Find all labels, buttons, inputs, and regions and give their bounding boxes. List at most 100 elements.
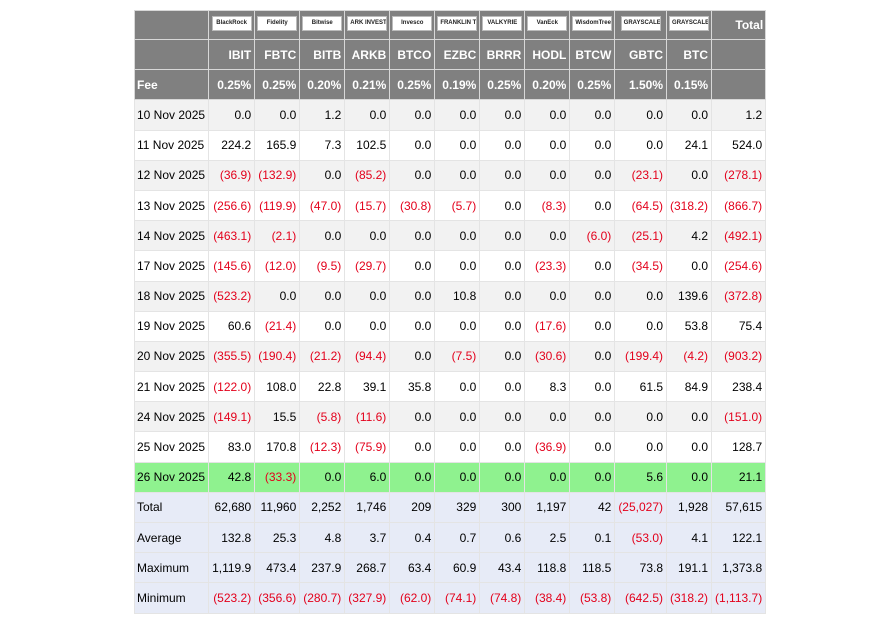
issuer-logo: VALKYRIE [482,16,523,31]
fee-value: 0.25% [254,69,301,101]
flow-value: (190.4) [254,340,301,373]
summary-value: (74.8) [479,582,526,614]
flow-value: 0.0 [208,99,256,131]
flow-value: 0.0 [299,461,346,493]
flow-value: 102.5 [344,129,391,161]
flow-value: 0.0 [389,250,436,282]
table-body: BlackRock Fidelity Bitwise ARK INVEST Invesc… [133,10,767,614]
summary-value: 1,373.8 [711,552,767,584]
flow-value: 0.0 [389,431,436,463]
flow-value: 21.1 [711,461,767,493]
flow-value: 108.0 [254,371,301,403]
flow-value: 53.8 [666,310,713,342]
flow-value: 83.0 [208,431,256,463]
table-row: 18 Nov 2025 (523.2) 0.0 0.0 0.0 0.0 10.8 0.0 0.0… [133,280,767,312]
flow-value: 84.9 [666,371,713,403]
ticker: BRRR [479,38,526,71]
summary-value: 3.7 [344,521,391,554]
table-row: 26 Nov 2025 42.8 (33.3) 0.0 6.0 0.0 0.0 0.0 0.0 0… [133,461,767,493]
flow-value: 0.0 [434,461,481,493]
flow-value: 0.0 [524,280,571,312]
fee-value: 0.15% [666,69,713,101]
flow-value: (23.1) [614,159,668,191]
summary-value: (53.8) [569,582,616,614]
flow-value: 0.0 [344,220,391,252]
date-cell: 14 Nov 2025 [133,220,210,252]
date-cell: 12 Nov 2025 [133,159,210,191]
summary-value: (25,027) [614,491,668,524]
flow-value: 170.8 [254,431,301,463]
flow-value: 0.0 [479,340,526,373]
date-cell: 25 Nov 2025 [133,431,210,463]
flow-value: 0.0 [524,220,571,252]
summary-value: (1,113.7) [711,582,767,614]
logo-cell: WisdomTree [569,10,616,40]
corner-cell [133,10,210,40]
summary-value: 118.8 [524,552,571,584]
summary-label: Average [133,521,210,554]
etf-flows-table: BlackRock Fidelity Bitwise ARK INVEST Invesc… [133,10,767,614]
flow-value: 7.3 [299,129,346,161]
flow-value: 0.0 [614,401,668,433]
issuer-logo: Invesco [392,16,433,31]
flow-value: 0.0 [344,310,391,342]
flow-value: (463.1) [208,220,256,252]
fee-value: 0.25% [208,69,256,101]
blank-cell [711,38,767,71]
summary-value: 42 [569,491,616,524]
summary-value: (642.5) [614,582,668,614]
flow-value: 42.8 [208,461,256,493]
flow-value: 0.0 [434,250,481,282]
flow-value: (355.5) [208,340,256,373]
summary-value: 118.5 [569,552,616,584]
flow-value: (25.1) [614,220,668,252]
flow-value: (372.8) [711,280,767,312]
flow-value: (36.9) [208,159,256,191]
fee-value: 0.19% [434,69,481,101]
flow-value: 524.0 [711,129,767,161]
flow-value: 0.0 [479,159,526,191]
logo-cell: Invesco [389,10,436,40]
flow-value: 0.0 [666,99,713,131]
date-cell: 21 Nov 2025 [133,371,210,403]
flow-value: (23.3) [524,250,571,282]
summary-value: (318.2) [666,582,713,614]
flow-value: 61.5 [614,371,668,403]
flow-value: 0.0 [524,401,571,433]
flow-value: 224.2 [208,129,256,161]
flow-value: 0.0 [479,129,526,161]
flow-value: 0.0 [389,340,436,373]
flow-value: (866.7) [711,189,767,222]
flow-value: 0.0 [299,310,346,342]
date-cell: 24 Nov 2025 [133,401,210,433]
flows-table-container: BlackRock Fidelity Bitwise ARK INVEST Invesc… [133,10,767,614]
flow-value: 0.0 [299,280,346,312]
table-row: Minimum (523.2) (356.6) (280.7) (327.9) (62.0… [133,582,767,614]
flow-value: 0.0 [389,99,436,131]
flow-value: 0.0 [569,340,616,373]
ticker: GBTC [614,38,668,71]
flow-value: 8.3 [524,371,571,403]
flow-value: 0.0 [524,99,571,131]
summary-value: 122.1 [711,521,767,554]
flow-value: 39.1 [344,371,391,403]
table-row: BlackRock Fidelity Bitwise ARK INVEST Invesc… [133,10,767,40]
flow-value: (278.1) [711,159,767,191]
flow-value: 0.0 [569,250,616,282]
summary-value: (53.0) [614,521,668,554]
flow-value: 0.0 [479,401,526,433]
ticker: BTCO [389,38,436,71]
ticker: IBIT [208,38,256,71]
date-cell: 17 Nov 2025 [133,250,210,282]
issuer-logo: VanEck [527,16,568,31]
flow-value: (85.2) [344,159,391,191]
flow-value: 0.0 [666,401,713,433]
flow-value: (94.4) [344,340,391,373]
issuer-logo: ARK INVEST [347,16,388,31]
flow-value: (12.3) [299,431,346,463]
ticker: BTC [666,38,713,71]
flow-value: 0.0 [434,310,481,342]
summary-value: 1,119.9 [208,552,256,584]
flow-value: (75.9) [344,431,391,463]
